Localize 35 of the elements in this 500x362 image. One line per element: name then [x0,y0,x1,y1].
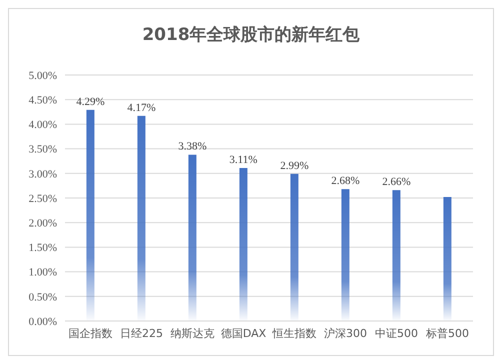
x-tick-label: 国企指数 [68,326,112,340]
x-tick-label: 恒生指数 [272,326,316,340]
y-tick-label: 4.00% [28,119,57,132]
bar [443,197,452,321]
bar [290,174,298,321]
y-tick-label: 3.50% [28,144,57,156]
bar [392,190,400,321]
bar [86,110,94,321]
x-tick-label: 日经225 [120,326,163,340]
data-label: 4.17% [127,102,156,114]
data-label: 3.11% [229,154,258,166]
x-tick-label: 中证500 [375,326,418,340]
data-label: 2.99% [280,160,309,172]
y-tick-label: 0.50% [28,291,57,304]
x-tick-label: 标普500 [425,326,469,340]
data-label: 2.68% [331,175,360,188]
x-tick-label: 纳斯达克 [170,326,214,340]
y-tick-label: 0.00% [28,316,57,328]
y-tick-label: 2.00% [28,218,57,230]
chart-title: 2018年全球股市的新年红包 [141,24,361,47]
bar [137,116,146,321]
bar [341,189,350,321]
x-tick-label: 沪深300 [324,326,367,340]
bar [188,154,196,321]
y-tick-label: 5.00% [28,70,57,82]
y-tick-label: 2.50% [28,192,57,205]
data-label: 3.38% [178,140,207,153]
y-tick-label: 4.50% [28,94,57,107]
x-tick-label: 德国DAX [220,326,267,340]
data-label: 2.66% [382,176,411,188]
y-tick-label: 3.00% [28,168,57,180]
data-label: 4.29% [76,96,105,108]
y-tick-label: 1.50% [28,242,57,254]
y-tick-label: 1.00% [28,266,57,279]
bar [239,168,248,321]
